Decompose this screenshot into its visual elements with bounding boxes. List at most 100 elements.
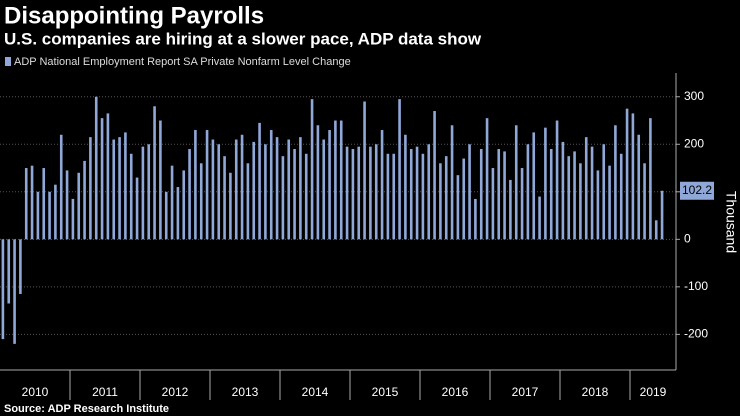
bar [199,163,203,240]
bar [94,96,98,240]
bar [555,120,559,240]
bar [351,149,355,240]
bar [234,139,238,240]
bar [48,191,51,240]
bar [281,156,285,240]
bar [509,179,512,240]
bar [112,139,116,240]
bar [392,153,396,240]
bar [567,156,571,240]
bar [77,172,81,240]
chart-title: Disappointing Payrolls [4,2,264,29]
bar [153,106,156,240]
bar [415,146,419,240]
x-tick-label: 2015 [372,385,399,399]
bar [357,146,361,240]
bar [36,191,40,240]
bar [322,139,326,240]
last-value-label: 102.2 [682,183,712,197]
bar [7,239,11,304]
bar [497,149,501,240]
bar [229,172,232,240]
bar [363,101,366,240]
bar [129,153,133,240]
bar [1,239,5,340]
bar [258,122,261,240]
bar [468,144,471,240]
bar [631,113,635,240]
bar [503,151,506,240]
bar [293,149,296,240]
bar [269,130,273,240]
bar [549,149,553,240]
x-tick-label: 2017 [512,385,539,399]
bar [544,127,547,240]
bar [310,99,314,240]
bar [398,99,401,240]
bar [643,163,646,240]
bar [252,141,256,240]
bar [275,137,279,240]
y-tick-label: 200 [684,136,704,150]
bar [584,137,588,240]
bar [246,163,250,240]
bar [596,170,600,240]
bar [30,165,34,240]
bar [135,177,139,240]
y-tick-label: 300 [684,89,704,103]
bar [124,132,127,240]
bar [211,139,215,240]
bar [479,149,483,240]
x-tick-label: 2014 [302,385,329,399]
bar [380,130,384,240]
bar [182,170,186,240]
bar [83,160,86,240]
bar [54,184,57,240]
bar [660,190,664,240]
bar [614,125,617,240]
bar [194,130,197,240]
bar [240,134,244,240]
bar [334,120,337,240]
bar [421,153,425,240]
bar [223,156,226,240]
bar [217,144,221,240]
bar [619,153,623,240]
bar [339,120,343,240]
bar [427,144,431,240]
bar [141,146,145,240]
chart-subtitle: U.S. companies are hiring at a slower pa… [4,29,482,48]
bar [13,239,16,344]
legend-label: ADP National Employment Report SA Privat… [14,56,351,68]
bar [24,168,28,240]
bar [602,144,606,240]
bar [579,163,582,240]
bar [625,108,629,240]
bar [106,113,110,240]
bar [608,165,611,240]
y-axis-label: Thousand [723,191,739,253]
x-tick-label: 2011 [92,385,118,399]
bar [404,134,407,240]
bar [316,125,320,240]
x-tick-label: 2013 [232,385,259,399]
bar [409,149,413,240]
bar [159,120,162,240]
bar [590,146,594,240]
bar [514,125,518,240]
bar [71,198,75,240]
bar [59,134,63,240]
x-tick-label: 2019 [640,385,667,399]
x-tick-label: 2012 [162,385,189,399]
legend-swatch [5,57,11,66]
last-value-box [680,181,714,200]
bar [561,141,565,240]
y-tick-label: -200 [684,327,708,341]
bar [526,144,530,240]
bar [65,170,69,240]
bar [456,175,460,240]
bar [433,111,436,240]
source: Source: ADP Research Institute [4,403,169,415]
bar [444,156,448,240]
